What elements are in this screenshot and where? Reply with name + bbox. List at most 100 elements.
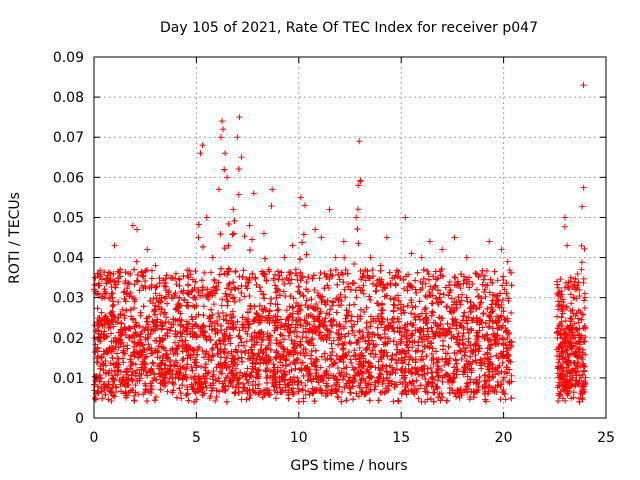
data-point: [109, 381, 116, 388]
data-point: [223, 354, 230, 361]
data-point: [482, 293, 489, 300]
data-point: [265, 389, 272, 396]
data-point: [173, 368, 180, 375]
data-point: [412, 348, 419, 355]
data-point: [171, 339, 178, 346]
data-point: [180, 290, 187, 297]
data-point: [164, 351, 171, 358]
data-point: [366, 341, 373, 348]
data-point: [336, 296, 343, 303]
data-point: [380, 341, 387, 348]
data-point: [456, 347, 463, 354]
data-point: [434, 322, 441, 329]
data-point: [499, 335, 506, 342]
data-point: [283, 275, 290, 282]
data-point: [351, 321, 358, 328]
data-point: [486, 323, 493, 330]
data-point: [327, 389, 334, 396]
data-point: [370, 280, 377, 287]
data-point: [182, 337, 189, 344]
data-point: [328, 317, 335, 324]
data-point: [191, 398, 198, 405]
data-point: [297, 256, 304, 263]
data-point: [329, 348, 336, 355]
data-point: [138, 269, 145, 276]
data-point: [227, 311, 234, 318]
data-point: [424, 268, 431, 275]
data-point: [305, 372, 312, 379]
data-point: [134, 367, 141, 374]
data-point: [190, 385, 197, 392]
data-point: [374, 324, 381, 331]
data-point: [173, 394, 180, 401]
data-point: [334, 364, 341, 371]
data-point: [433, 368, 440, 375]
data-point: [404, 302, 411, 309]
data-point: [503, 280, 510, 287]
data-point: [179, 357, 186, 364]
data-point: [311, 398, 318, 405]
data-point: [489, 279, 496, 286]
data-point: [155, 343, 162, 350]
data-point: [353, 390, 360, 397]
data-point: [366, 275, 373, 282]
data-point: [324, 282, 331, 289]
data-point: [262, 255, 269, 262]
data-point: [92, 377, 99, 384]
data-point: [193, 334, 200, 341]
data-point: [393, 351, 400, 358]
data-point: [341, 286, 348, 293]
data-point: [157, 386, 164, 393]
data-point: [319, 321, 326, 328]
data-point: [412, 364, 419, 371]
data-point: [128, 372, 135, 379]
data-point: [429, 292, 436, 299]
data-point: [317, 377, 324, 384]
data-point: [200, 383, 207, 390]
data-point: [132, 382, 139, 389]
data-point: [288, 276, 295, 283]
data-point: [324, 297, 331, 304]
data-point: [251, 341, 258, 348]
data-point: [445, 292, 452, 299]
data-point: [479, 281, 486, 288]
data-point: [419, 348, 426, 355]
data-point: [389, 275, 396, 282]
data-point: [328, 340, 335, 347]
data-point: [476, 327, 483, 334]
data-point: [508, 395, 515, 402]
data-point: [356, 327, 363, 334]
data-point: [152, 323, 159, 330]
data-point: [167, 324, 174, 331]
data-point: [492, 301, 499, 308]
data-point: [295, 310, 302, 317]
data-point: [452, 274, 459, 281]
data-point: [464, 320, 471, 327]
data-point: [223, 326, 230, 333]
data-point: [432, 268, 439, 275]
data-point: [185, 303, 192, 310]
data-point: [426, 289, 433, 296]
data-point: [424, 337, 431, 344]
data-point: [430, 398, 437, 405]
data-point: [151, 397, 158, 404]
data-point: [122, 269, 129, 276]
data-point: [102, 313, 109, 320]
data-point: [252, 274, 259, 281]
data-point: [280, 336, 287, 343]
data-point: [412, 370, 419, 377]
data-point: [388, 355, 395, 362]
data-point: [310, 359, 317, 366]
data-point: [92, 395, 99, 402]
data-point: [98, 318, 105, 325]
data-point: [250, 388, 257, 395]
data-point: [216, 388, 223, 395]
data-point: [478, 362, 485, 369]
data-point: [161, 282, 168, 289]
data-point: [286, 361, 293, 368]
data-point: [484, 373, 491, 380]
data-point: [112, 372, 119, 379]
data-point: [441, 362, 448, 369]
data-point: [300, 346, 307, 353]
